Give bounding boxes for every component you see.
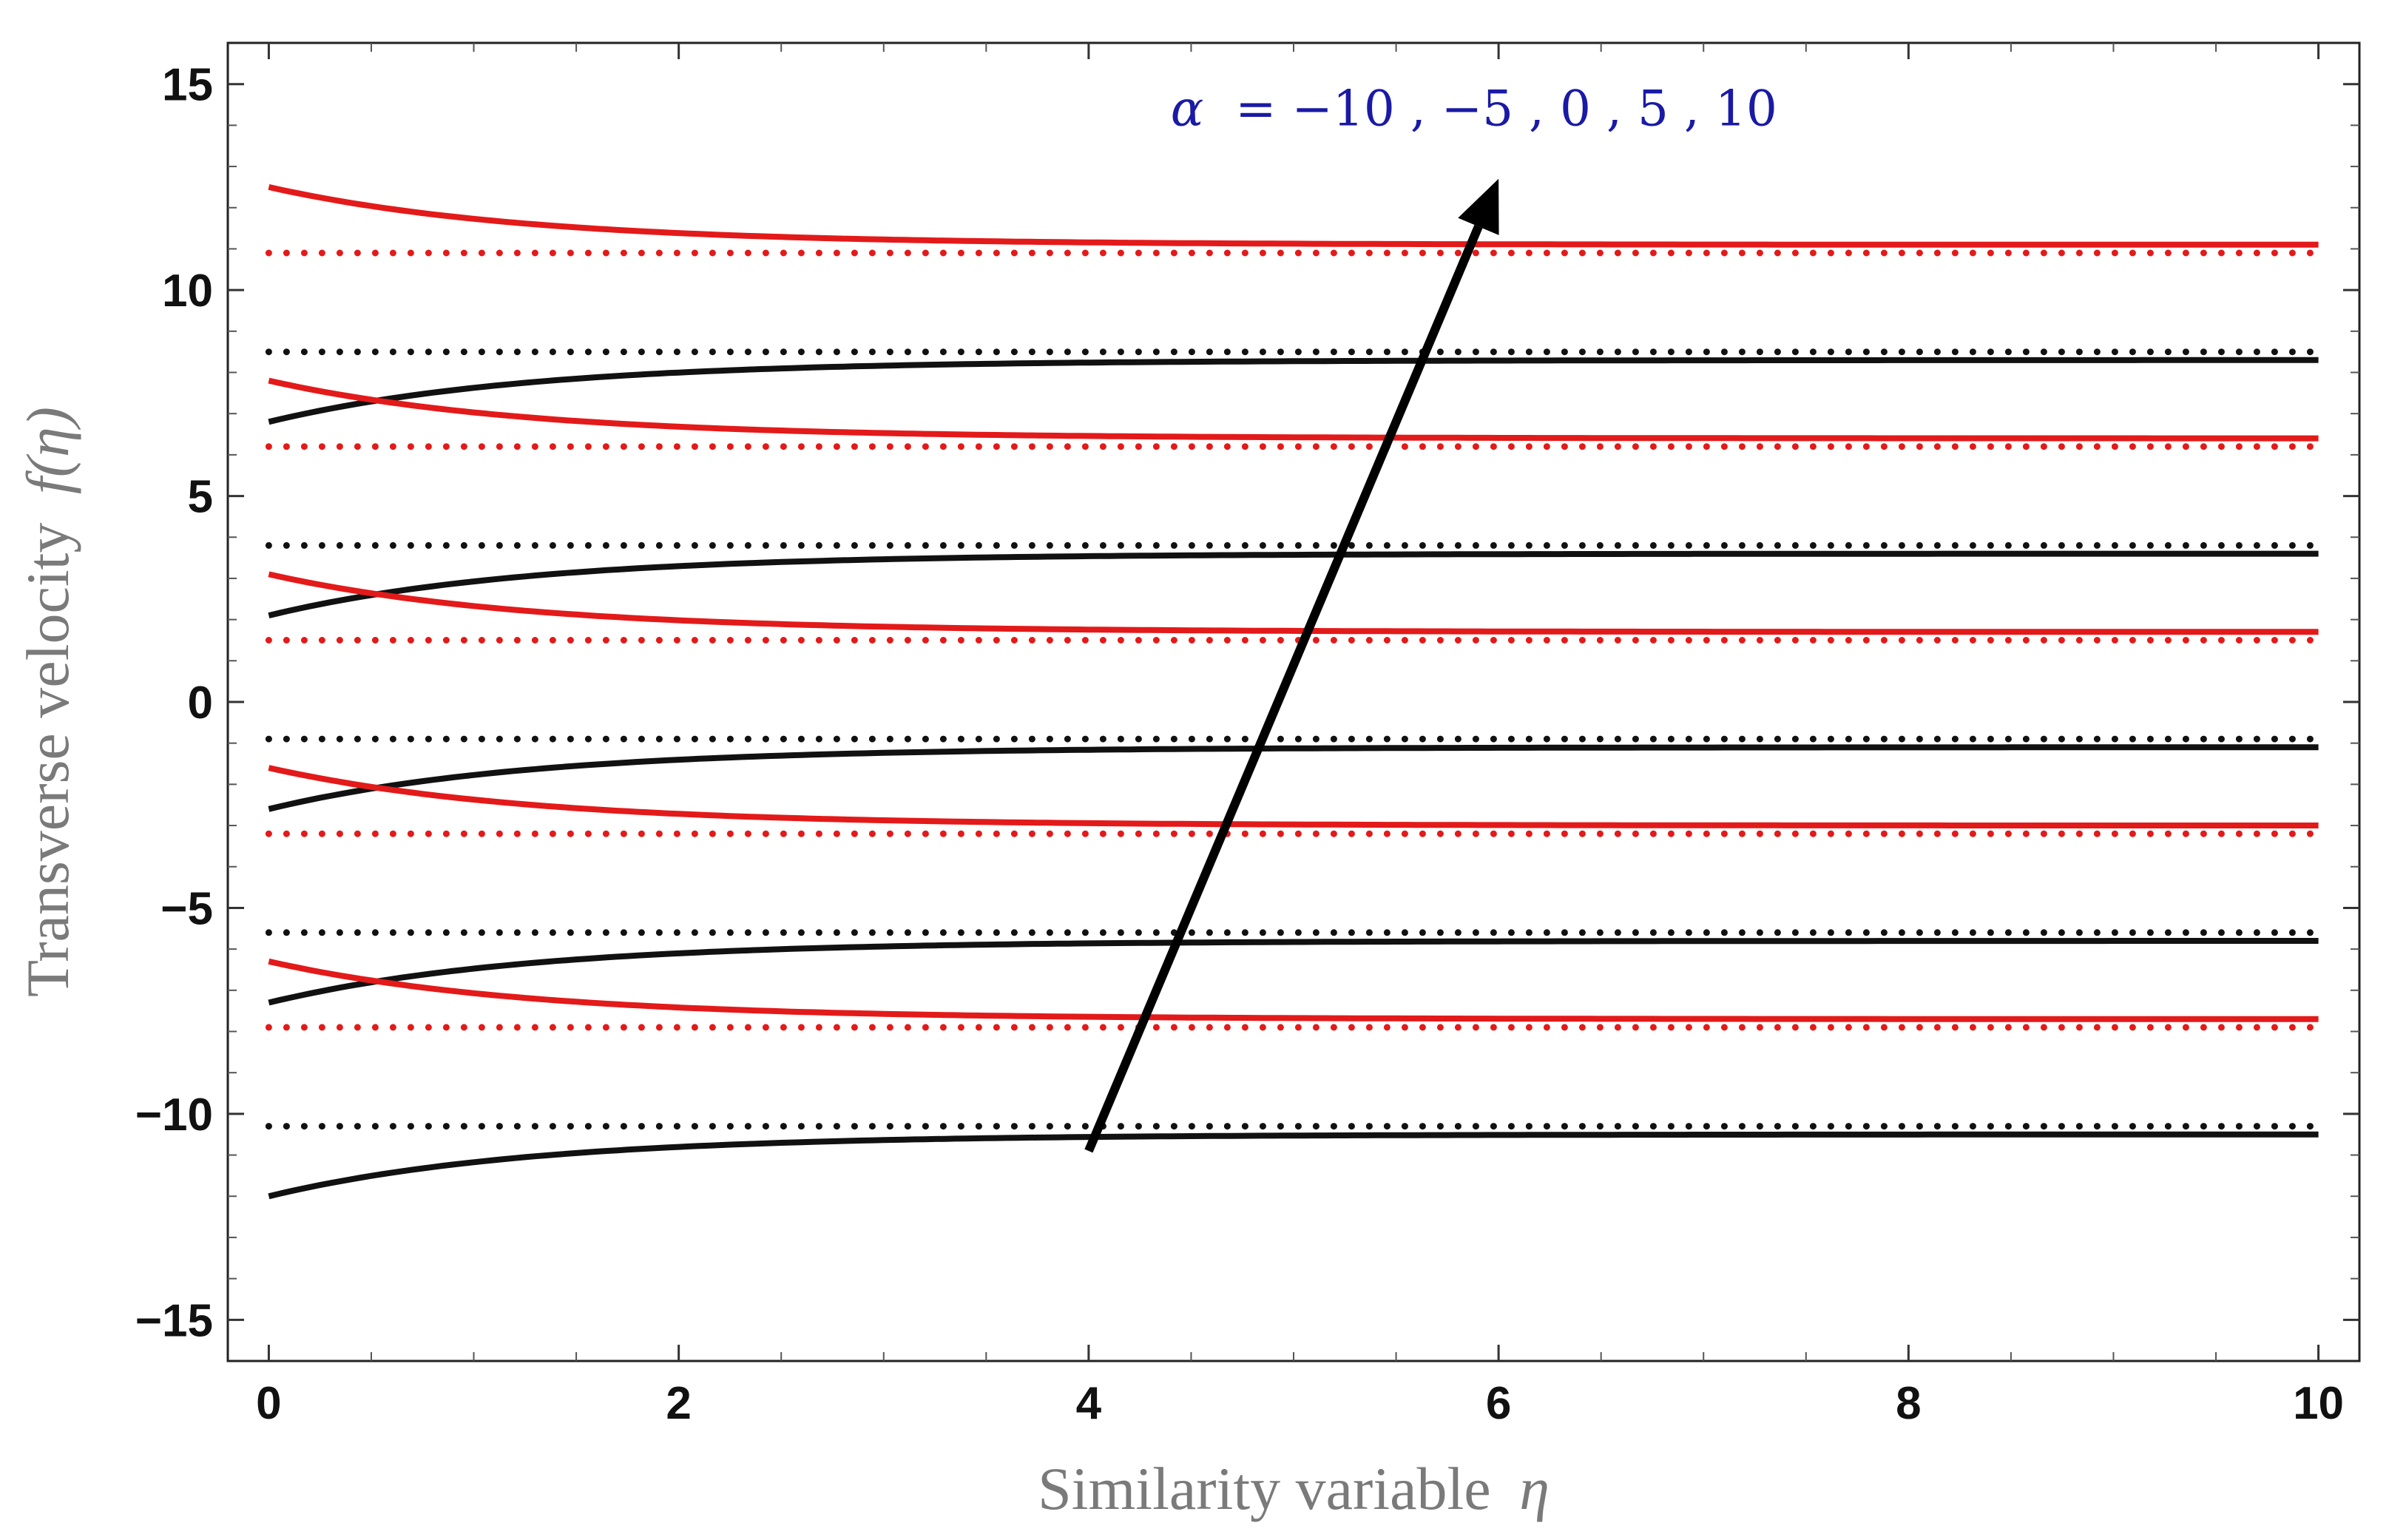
- alpha-annotation-values: = −10 , −5 , 0 , 5 , 10: [1235, 80, 1777, 137]
- x-axis-title-text: Similarity variable: [1038, 1455, 1491, 1522]
- series-line: solid red, α = −10: [268, 958, 2319, 1022]
- series-line: solid red, α = 5: [268, 377, 2319, 442]
- y-axis-title-symbol: f(η): [14, 407, 81, 494]
- series-line: solid red, α = 10: [268, 183, 2319, 248]
- x-tick-label: 4: [1076, 1378, 1102, 1429]
- x-tick-label: 8: [1896, 1378, 1921, 1429]
- annotation-arrow-shaft: [1084, 224, 1483, 1153]
- x-tick-label: 2: [666, 1378, 691, 1429]
- x-tick-label: 10: [2293, 1378, 2344, 1429]
- y-tick-label: 0: [188, 678, 213, 729]
- series-line: solid red, α = −5: [268, 765, 2319, 828]
- axis-ticks: [228, 43, 2359, 1361]
- y-axis-title: Transverse velocity f(η): [14, 407, 81, 997]
- series-line: solid red, α = 0: [268, 571, 2319, 635]
- annotation-arrow-head: [1458, 178, 1499, 235]
- x-tick-label: 6: [1486, 1378, 1511, 1429]
- series-line: solid black, α = 10: [268, 357, 2319, 425]
- axis-labels: 0 2 4 6 8 10 −15 −10 −5 0 5 10 15: [135, 60, 2344, 1429]
- series-line: solid black, α = −10: [268, 1131, 2319, 1200]
- series-layer: solid red, α = 10dotted red, α = 10dotte…: [265, 183, 2322, 1200]
- x-axis-title: Similarity variable η: [1038, 1455, 1550, 1522]
- y-tick-label: 10: [162, 266, 213, 317]
- alpha-annotation-symbol: α: [1171, 80, 1204, 137]
- series-line: solid black, α = −5: [268, 938, 2319, 1006]
- y-tick-label: −10: [135, 1090, 213, 1141]
- y-tick-label: 15: [162, 60, 213, 111]
- y-axis-title-text: Transverse velocity: [14, 523, 81, 997]
- annotation-layer: [1084, 178, 1499, 1153]
- y-tick-label: −15: [135, 1295, 213, 1346]
- x-tick-label: 0: [256, 1378, 281, 1429]
- alpha-annotation: α = −10 , −5 , 0 , 5 , 10: [1171, 80, 1777, 137]
- series-line: solid black, α = 0: [268, 744, 2319, 812]
- series-line: solid black, α = 5: [268, 550, 2319, 618]
- y-tick-label: −5: [160, 883, 213, 934]
- x-axis-title-symbol: η: [1519, 1455, 1550, 1522]
- y-tick-label: 5: [188, 472, 213, 523]
